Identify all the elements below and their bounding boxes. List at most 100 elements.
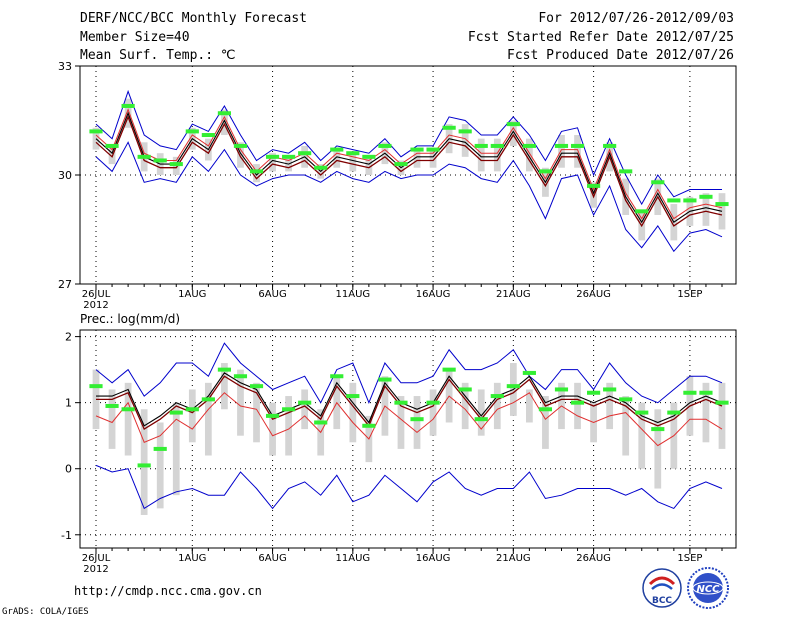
marker-15AUG <box>410 147 424 152</box>
spread-box-11AUG <box>349 382 357 443</box>
x-tick-label: 1SEP <box>677 553 702 564</box>
spread-box-2AUG <box>204 382 212 456</box>
marker-13AUG <box>378 377 392 382</box>
spread-box-5AUG <box>253 382 260 443</box>
marker-28AUG <box>619 169 633 174</box>
marker-3SEP <box>715 202 729 207</box>
spread-box-28JUL <box>124 382 132 456</box>
marker-26AUG <box>587 390 601 395</box>
spread-box-26JUL <box>92 127 100 150</box>
marker-18AUG <box>458 387 472 392</box>
variable-label: Mean Surf. Temp.: ℃ <box>80 48 236 63</box>
marker-20AUG <box>490 143 504 148</box>
spread-box-15AUG <box>413 149 421 168</box>
marker-5AUG <box>249 384 264 389</box>
marker-2AUG <box>201 133 215 138</box>
marker-7AUG <box>282 407 296 412</box>
y-tick-label: 0 <box>65 463 72 476</box>
marker-21AUG <box>506 122 520 127</box>
marker-28JUL <box>121 103 135 108</box>
x-tick-label: 26JUL <box>82 553 111 564</box>
marker-2AUG <box>201 397 215 402</box>
spread-box-18AUG <box>461 382 469 430</box>
marker-17AUG <box>442 367 456 372</box>
marker-8AUG <box>298 400 312 405</box>
marker-28AUG <box>619 397 633 402</box>
marker-9AUG <box>314 420 328 425</box>
ensemble-mean-line <box>95 111 723 224</box>
marker-27AUG <box>603 387 617 392</box>
spread-box-4AUG <box>237 142 244 168</box>
spread-box-6AUG <box>269 402 276 456</box>
spread-box-30AUG <box>654 409 662 489</box>
x-tick-label: 26AUG <box>576 289 611 300</box>
spread-box-3SEP <box>718 193 726 230</box>
spread-box-4AUG <box>237 369 244 436</box>
marker-3SEP <box>715 400 729 405</box>
marker-2SEP <box>699 194 713 199</box>
marker-15AUG <box>410 417 424 422</box>
marker-24AUG <box>554 387 569 392</box>
marker-29AUG <box>635 410 649 415</box>
spread-box-19AUG <box>477 138 485 172</box>
marker-25AUG <box>570 143 585 148</box>
marker-1AUG <box>185 407 199 412</box>
mean-offset-line <box>95 115 723 228</box>
marker-16AUG <box>426 400 440 405</box>
marker-12AUG <box>362 154 376 159</box>
marker-7AUG <box>282 154 296 159</box>
forecast-period: For 2012/07/26-2012/09/03 <box>538 11 734 26</box>
y-tick-label: 33 <box>58 60 72 73</box>
x-year-label: 2012 <box>83 564 108 575</box>
marker-3AUG <box>217 367 231 372</box>
spread-box-20AUG <box>493 382 501 430</box>
marker-6AUG <box>265 154 280 159</box>
spread-box-27JUL <box>108 389 116 449</box>
bcc-logo: BCC <box>642 568 682 608</box>
spread-box-3AUG <box>221 363 228 410</box>
ensemble-mean-line <box>96 372 723 427</box>
source-url: http://cmdp.ncc.cma.gov.cn <box>74 584 262 598</box>
marker-30JUL <box>153 158 167 163</box>
spread-box-27AUG <box>606 382 614 430</box>
marker-24AUG <box>554 143 569 148</box>
spread-box-7AUG <box>285 396 292 456</box>
marker-1AUG <box>185 129 199 134</box>
chart-title: DERF/NCC/BCC Monthly Forecast <box>80 11 307 26</box>
produced-date: Fcst Produced Date 2012/07/26 <box>507 48 734 63</box>
y-tick-label: 27 <box>58 278 72 291</box>
y-tick-label: -1 <box>61 529 72 542</box>
upper-bound-line <box>95 89 722 206</box>
spread-box-26AUG <box>590 182 597 208</box>
marker-30JUL <box>153 446 167 451</box>
spread-box-23AUG <box>542 396 549 449</box>
marker-22AUG <box>522 370 536 375</box>
marker-1SEP <box>683 198 697 203</box>
x-tick-label: 11AUG <box>336 289 371 300</box>
spread-box-29JUL <box>140 409 148 515</box>
spread-box-31JUL <box>172 402 180 496</box>
y-tick-label: 1 <box>65 397 72 410</box>
spread-box-22AUG <box>526 389 533 423</box>
marker-31JUL <box>169 410 183 415</box>
x-tick-label: 16AUG <box>416 289 451 300</box>
marker-8AUG <box>298 151 312 156</box>
x-tick-label: 21AUG <box>496 553 531 564</box>
marker-30AUG <box>651 180 665 185</box>
lower-bound-line <box>95 464 723 510</box>
upper-bound-line <box>95 342 723 405</box>
spread-box-11AUG <box>349 153 357 172</box>
spread-box-3SEP <box>718 382 726 449</box>
spread-box-16AUG <box>429 389 437 436</box>
marker-9AUG <box>314 165 328 170</box>
spread-box-10AUG <box>333 149 341 168</box>
ncc-logo: NCC <box>687 567 729 609</box>
marker-4AUG <box>233 143 248 148</box>
marker-27JUL <box>105 143 119 148</box>
marker-19AUG <box>474 143 488 148</box>
marker-29JUL <box>137 463 151 468</box>
marker-13AUG <box>378 143 392 148</box>
marker-19AUG <box>474 417 488 422</box>
spread-box-14AUG <box>397 396 405 449</box>
